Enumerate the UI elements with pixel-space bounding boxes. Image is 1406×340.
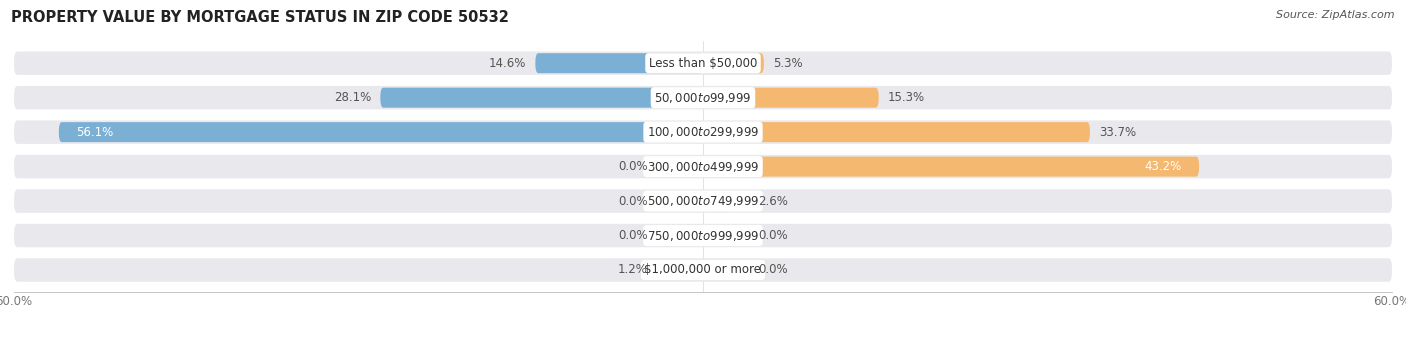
FancyBboxPatch shape bbox=[657, 192, 703, 209]
FancyBboxPatch shape bbox=[14, 258, 1392, 282]
Text: $100,000 to $299,999: $100,000 to $299,999 bbox=[647, 125, 759, 139]
Text: 0.0%: 0.0% bbox=[619, 160, 648, 173]
FancyBboxPatch shape bbox=[703, 53, 763, 73]
FancyBboxPatch shape bbox=[657, 227, 703, 244]
Text: $300,000 to $499,999: $300,000 to $499,999 bbox=[647, 159, 759, 174]
FancyBboxPatch shape bbox=[381, 88, 703, 108]
Text: $750,000 to $999,999: $750,000 to $999,999 bbox=[647, 228, 759, 242]
Text: Source: ZipAtlas.com: Source: ZipAtlas.com bbox=[1277, 10, 1395, 20]
Text: PROPERTY VALUE BY MORTGAGE STATUS IN ZIP CODE 50532: PROPERTY VALUE BY MORTGAGE STATUS IN ZIP… bbox=[11, 10, 509, 25]
FancyBboxPatch shape bbox=[59, 122, 703, 142]
Text: $50,000 to $99,999: $50,000 to $99,999 bbox=[654, 91, 752, 105]
FancyBboxPatch shape bbox=[689, 260, 703, 280]
Text: 0.0%: 0.0% bbox=[619, 229, 648, 242]
FancyBboxPatch shape bbox=[14, 86, 1392, 109]
FancyBboxPatch shape bbox=[14, 189, 1392, 213]
Text: Less than $50,000: Less than $50,000 bbox=[648, 57, 758, 70]
Text: 0.0%: 0.0% bbox=[758, 264, 787, 276]
FancyBboxPatch shape bbox=[703, 122, 1090, 142]
Text: 0.0%: 0.0% bbox=[758, 229, 787, 242]
Text: 5.3%: 5.3% bbox=[773, 57, 803, 70]
Text: $500,000 to $749,999: $500,000 to $749,999 bbox=[647, 194, 759, 208]
FancyBboxPatch shape bbox=[703, 261, 749, 278]
Text: 33.7%: 33.7% bbox=[1099, 126, 1136, 139]
FancyBboxPatch shape bbox=[657, 158, 703, 175]
FancyBboxPatch shape bbox=[703, 191, 733, 211]
Text: 28.1%: 28.1% bbox=[333, 91, 371, 104]
Text: 43.2%: 43.2% bbox=[1144, 160, 1182, 173]
FancyBboxPatch shape bbox=[703, 88, 879, 108]
Text: 14.6%: 14.6% bbox=[489, 57, 526, 70]
FancyBboxPatch shape bbox=[14, 155, 1392, 178]
FancyBboxPatch shape bbox=[14, 224, 1392, 247]
FancyBboxPatch shape bbox=[14, 120, 1392, 144]
Text: 1.2%: 1.2% bbox=[619, 264, 648, 276]
FancyBboxPatch shape bbox=[536, 53, 703, 73]
Text: 0.0%: 0.0% bbox=[619, 194, 648, 207]
Text: $1,000,000 or more: $1,000,000 or more bbox=[644, 264, 762, 276]
FancyBboxPatch shape bbox=[14, 51, 1392, 75]
Text: 2.6%: 2.6% bbox=[758, 194, 787, 207]
Text: 15.3%: 15.3% bbox=[887, 91, 925, 104]
FancyBboxPatch shape bbox=[703, 157, 1199, 176]
Text: 56.1%: 56.1% bbox=[76, 126, 114, 139]
FancyBboxPatch shape bbox=[703, 227, 749, 244]
